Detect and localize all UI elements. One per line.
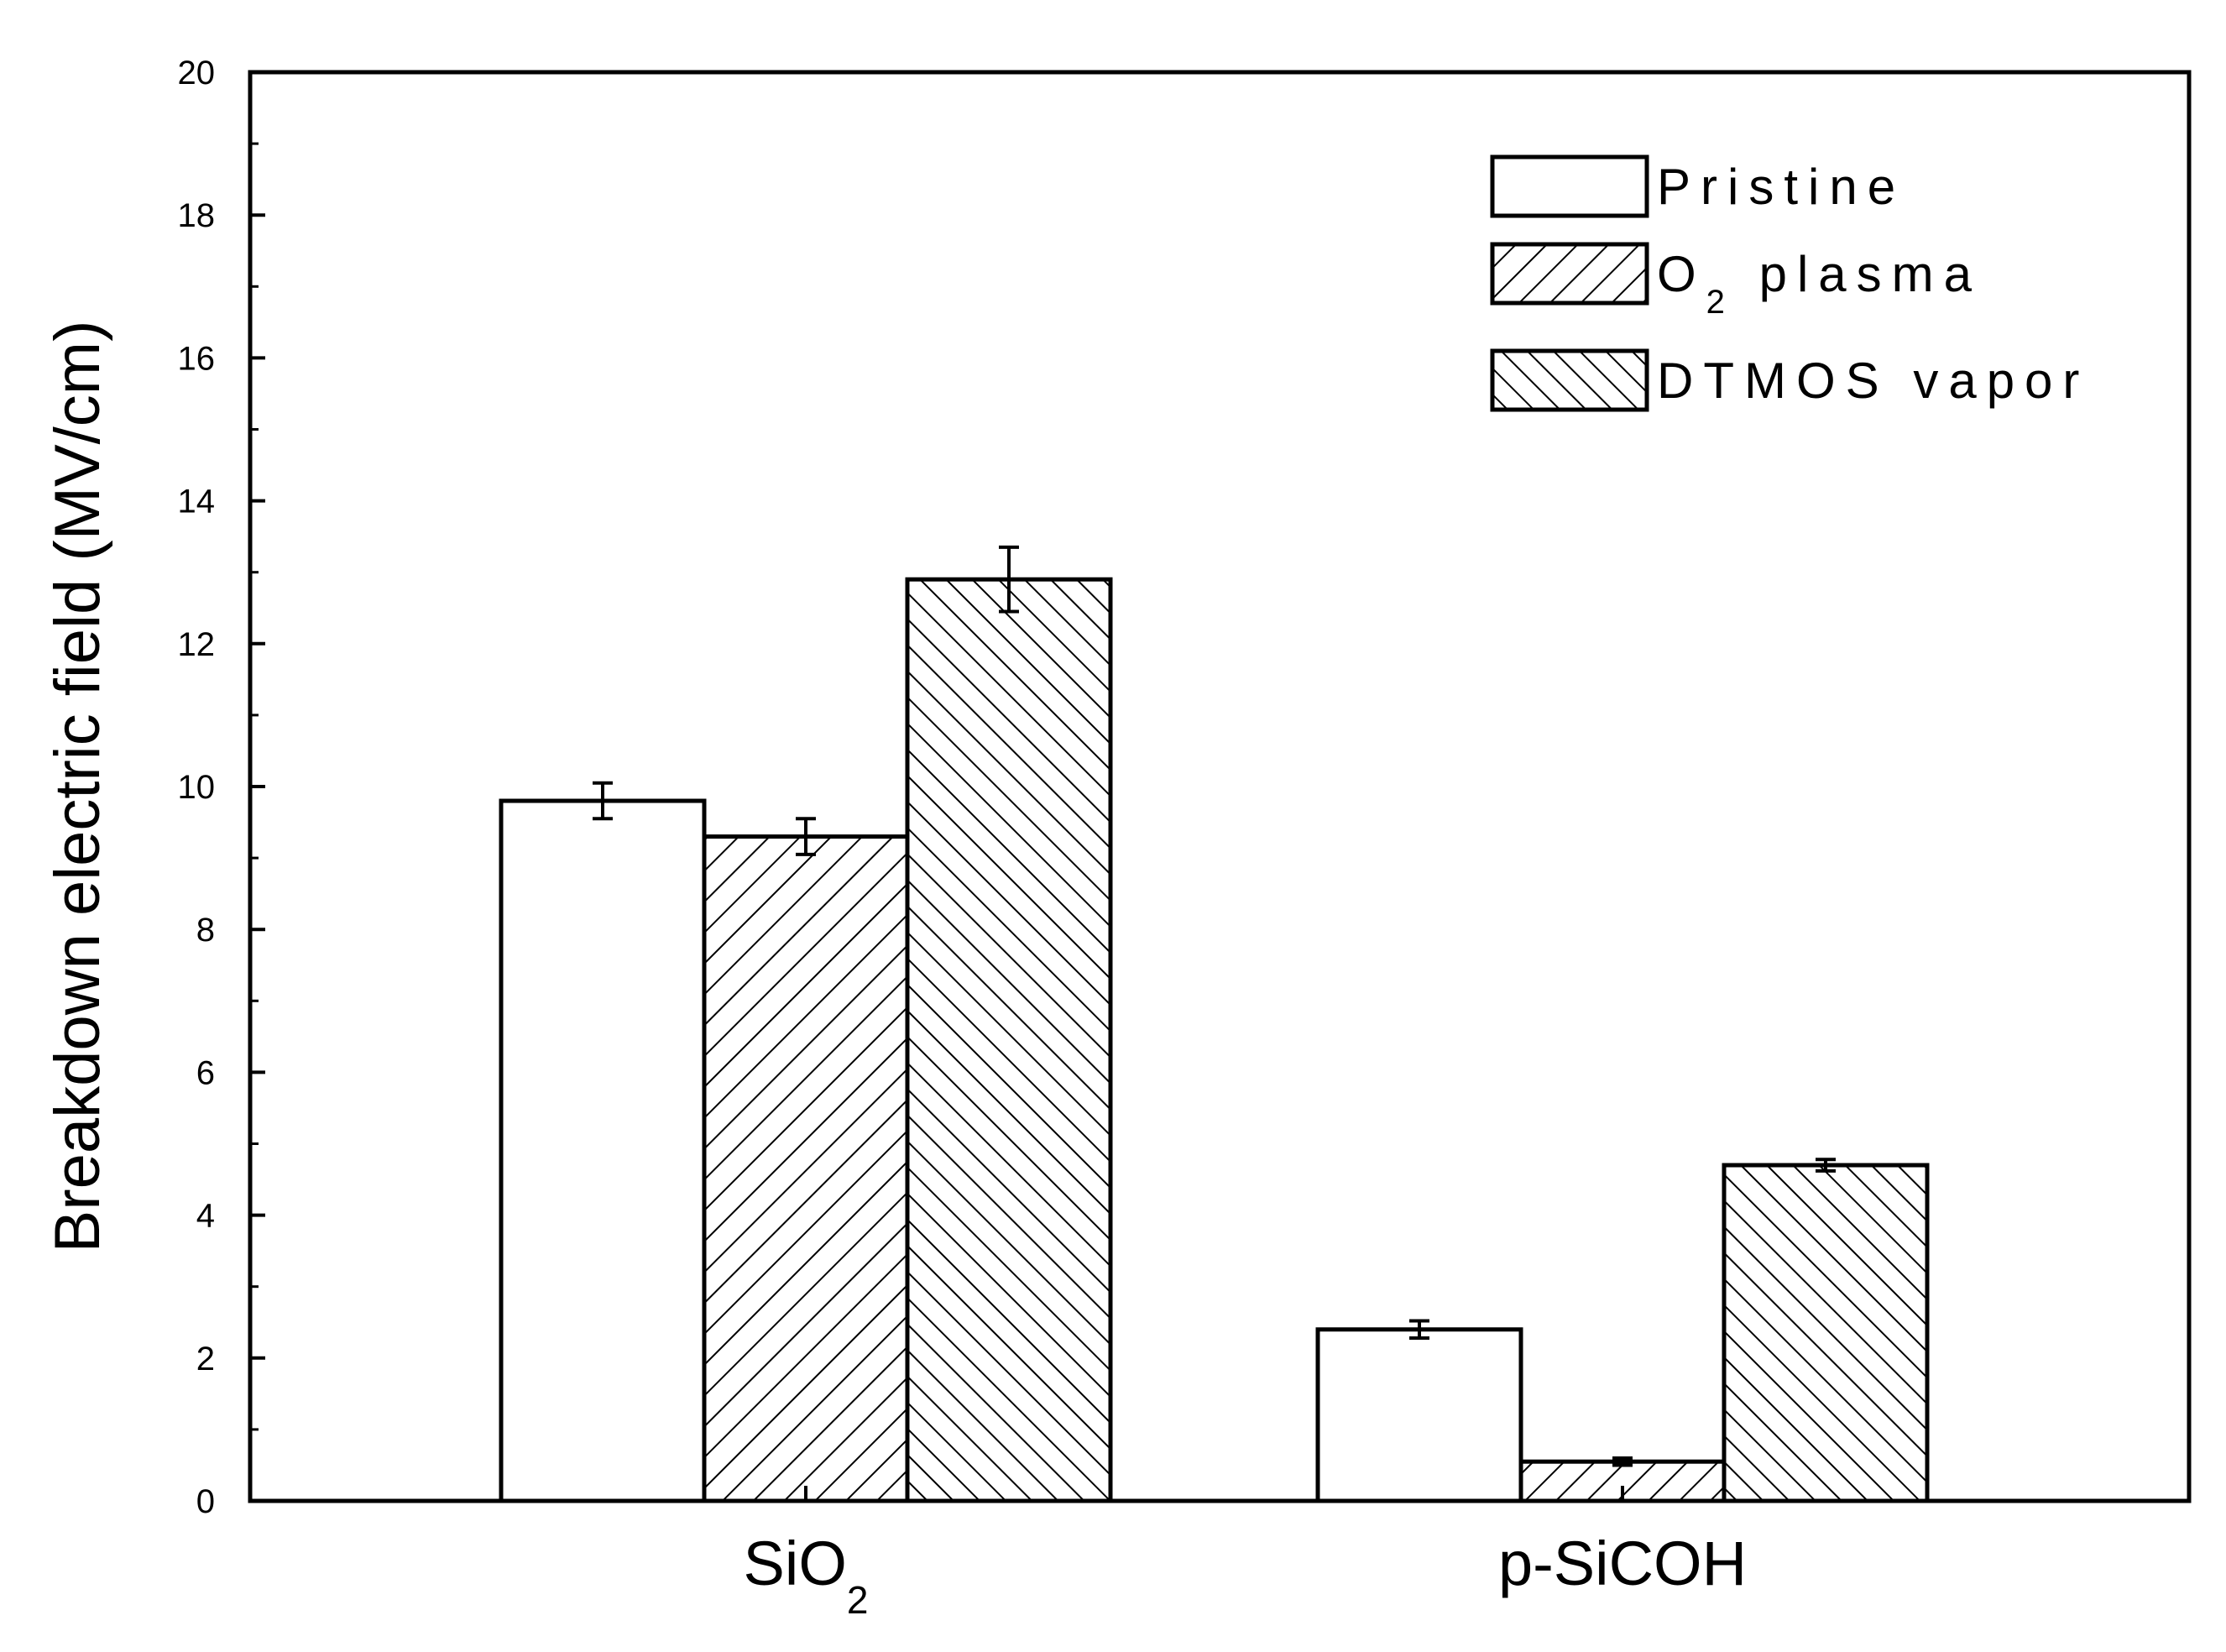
y-tick-label: 10 (178, 769, 216, 806)
y-tick-label: 6 (196, 1054, 215, 1091)
bar-o2-plasma-1 (702, 834, 910, 1503)
y-tick-label: 20 (178, 55, 216, 91)
error-bar (593, 781, 613, 821)
legend-item-dtmos-vapor: DTMOS vapor (1490, 348, 2089, 412)
y-tick-label: 14 (178, 484, 216, 520)
legend-swatch (1490, 154, 1649, 218)
y-tick-label: 16 (178, 340, 216, 377)
y-tick-label: 12 (178, 626, 216, 663)
error-bar (999, 545, 1019, 614)
legend-label: DTMOS vapor (1657, 353, 2089, 409)
y-tick-label: 18 (178, 197, 216, 234)
bars (499, 545, 1930, 1503)
y-tick-label: 0 (196, 1483, 215, 1520)
x-category-label: p-SiCOH (1498, 1529, 1747, 1598)
bar-pristine-2 (1315, 1327, 1523, 1503)
y-tick-label: 4 (196, 1198, 215, 1235)
x-category-label: SiO2 (744, 1529, 869, 1622)
y-axis-label: Breakdown electric field (MV/cm) (42, 321, 113, 1253)
error-bar (1816, 1158, 1836, 1173)
bar-dtmos-vapor-1 (905, 577, 1113, 1503)
legend-label: O2 plasma (1657, 246, 1982, 321)
x-axis: SiO2 p-SiCOH (744, 1486, 1747, 1622)
y-tick-label: 8 (196, 912, 215, 949)
legend-swatch (1490, 348, 1649, 412)
bar-dtmos-vapor-2 (1722, 1163, 1930, 1503)
error-bar (796, 817, 816, 856)
y-tick-label: 2 (196, 1341, 215, 1378)
error-bar (1612, 1456, 1633, 1467)
legend: Pristine O2 plasma DTMOS vapor (1490, 154, 2089, 412)
y-axis: 0 2 4 6 8 10 12 14 16 18 20 (178, 55, 265, 1520)
legend-swatch (1490, 242, 1649, 306)
legend-item-o2-plasma: O2 plasma (1490, 242, 1982, 321)
legend-item-pristine: Pristine (1490, 154, 1905, 218)
bar-pristine-1 (499, 798, 707, 1503)
legend-label: Pristine (1657, 159, 1905, 215)
error-bar (1409, 1319, 1429, 1340)
